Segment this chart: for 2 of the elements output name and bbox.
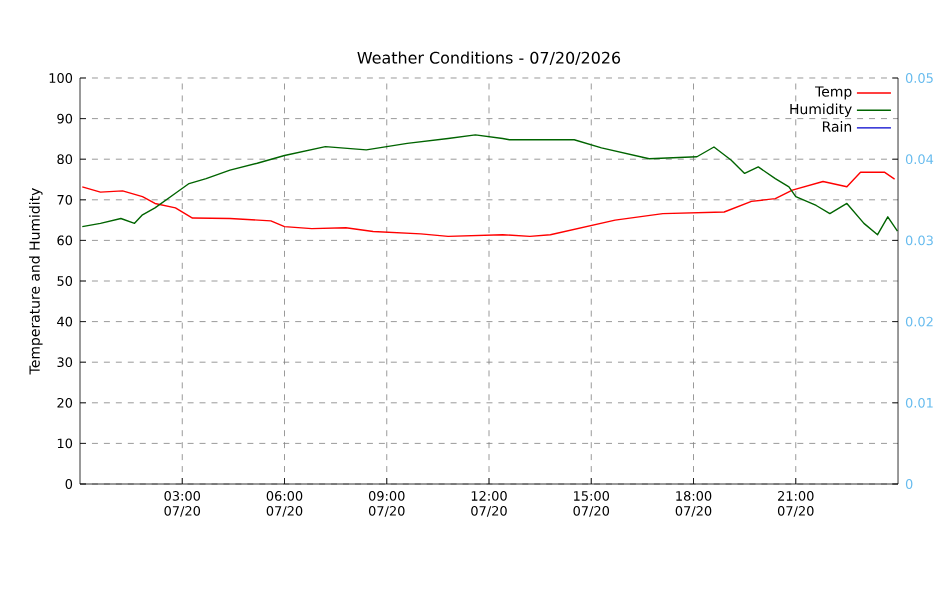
line-series — [81, 134, 899, 236]
line-series — [81, 171, 896, 238]
